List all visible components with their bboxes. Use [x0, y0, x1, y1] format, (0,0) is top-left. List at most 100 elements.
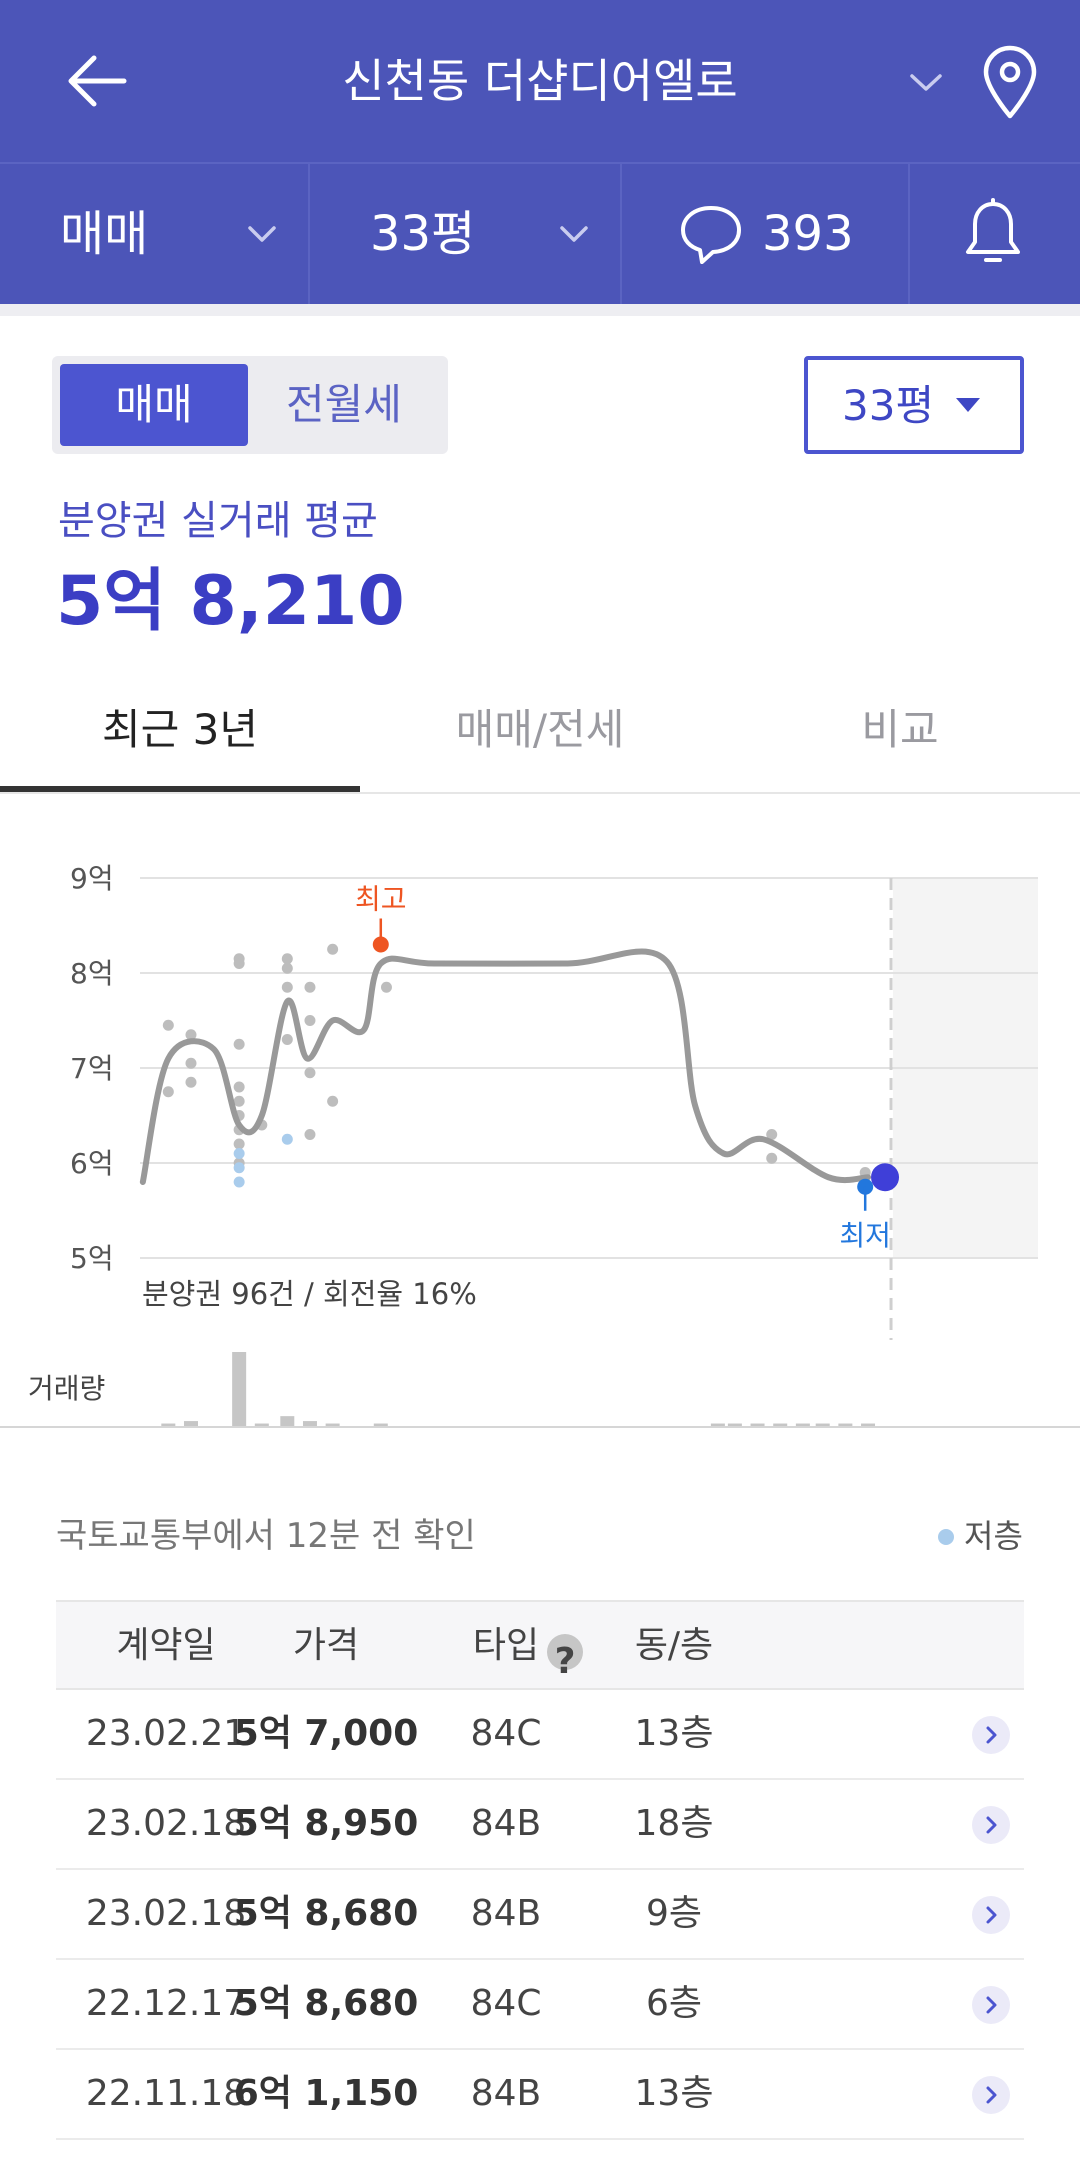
- volume-bar: [710, 1423, 725, 1426]
- header-type: 타입?: [396, 1618, 616, 1682]
- scatter-point: [766, 1152, 778, 1164]
- y-tick-label: 7억: [70, 1052, 114, 1085]
- chevron-right-icon: [986, 1996, 997, 2014]
- transaction-table: 계약일 가격 타입? 동/층 23.02.21 5억 7,000 84C 13층 23.…: [56, 1600, 1024, 2140]
- scatter-point: [185, 1057, 197, 1069]
- row-price: 5억 8,680: [233, 1893, 419, 1934]
- volume-bar: [727, 1423, 742, 1426]
- caret-down-icon: [956, 398, 980, 412]
- row-detail-button[interactable]: [972, 1896, 1010, 1934]
- table-header: 계약일 가격 타입? 동/층: [56, 1600, 1024, 1690]
- location-pin-icon[interactable]: [980, 44, 1040, 120]
- table-row[interactable]: 22.12.17 5억 8,680 84C 6층: [56, 1960, 1024, 2050]
- scatter-point: [233, 958, 245, 969]
- header-date: 계약일: [116, 1625, 216, 1666]
- chevron-right-icon: [986, 1816, 997, 1834]
- volume-bar: [795, 1423, 810, 1426]
- header-price: 가격: [292, 1625, 360, 1666]
- page-title[interactable]: 신천동 더샵디어엘로: [342, 54, 738, 108]
- tab-compare[interactable]: 비교: [861, 705, 939, 754]
- scatter-point: [766, 1129, 778, 1140]
- y-tick-label: 5억: [70, 1242, 114, 1275]
- alert-button[interactable]: [910, 164, 1080, 304]
- low-floor-legend: 저층: [938, 1510, 1023, 1562]
- scatter-point: [304, 981, 316, 993]
- low-floor-point: [233, 1148, 245, 1159]
- scatter-point: [281, 953, 293, 965]
- header-type-label: 타입: [472, 1625, 540, 1666]
- chart-info: 분양권 96건 / 회전율 16%: [142, 1277, 477, 1311]
- active-tab-indicator: [0, 786, 360, 792]
- filter-bar: 매매 33평 393: [0, 162, 1080, 304]
- row-detail-button[interactable]: [972, 1806, 1010, 1844]
- tab-sale-jeonse[interactable]: 매매/전세: [455, 705, 625, 754]
- y-tick-label: 8억: [70, 957, 114, 990]
- volume-bar: [750, 1423, 765, 1426]
- legend-dot: [938, 1529, 954, 1545]
- scatter-point: [327, 943, 339, 955]
- average-price: 5억 8,210: [56, 562, 405, 641]
- pyeong-select-label: 33평: [842, 381, 935, 430]
- table-row[interactable]: 23.02.21 5억 7,000 84C 13층: [56, 1690, 1024, 1780]
- scatter-point: [185, 1029, 197, 1041]
- volume-bar: [183, 1421, 198, 1426]
- row-floor: 13층: [634, 1713, 714, 1754]
- row-floor: 9층: [645, 1893, 703, 1934]
- scatter-point: [233, 1081, 245, 1093]
- table-row[interactable]: 23.02.18 5억 8,680 84B 9층: [56, 1870, 1024, 1960]
- low-floor-point: [233, 1176, 245, 1188]
- row-type: 84B: [470, 1893, 542, 1934]
- row-type: 84C: [470, 1983, 542, 2024]
- price-trend-line: [139, 948, 872, 1185]
- scatter-point: [304, 1015, 316, 1026]
- volume-bar: [815, 1423, 830, 1426]
- volume-bar: [232, 1352, 247, 1426]
- trade-type-label: 매매: [60, 206, 149, 262]
- scatter-point: [380, 981, 392, 993]
- section-divider: [0, 304, 1080, 316]
- table-row[interactable]: 22.11.18 6억 1,150 84B 13층: [56, 2050, 1024, 2140]
- volume-bar: [861, 1423, 876, 1426]
- row-floor: 13층: [634, 2073, 714, 2114]
- scatter-point: [185, 1076, 197, 1088]
- comment-count: 393: [762, 206, 854, 262]
- tab-recent-3y[interactable]: 최근 3년: [102, 705, 258, 754]
- toggle-sale[interactable]: 매매: [60, 364, 248, 446]
- source-note: 국토교통부에서 12분 전 확인: [56, 1516, 476, 1556]
- chevron-right-icon: [986, 2086, 997, 2104]
- high-label: 최고: [355, 883, 407, 916]
- table-row[interactable]: 23.02.18 5억 8,950 84B 18층: [56, 1780, 1024, 1870]
- back-arrow-icon[interactable]: [62, 46, 132, 116]
- row-floor: 18층: [634, 1803, 714, 1844]
- scatter-point: [233, 1038, 245, 1050]
- scatter-point: [327, 1095, 339, 1107]
- scatter-point: [304, 1129, 316, 1140]
- row-date: 23.02.21: [85, 1713, 247, 1754]
- y-tick-label: 6억: [70, 1147, 114, 1180]
- comments-button[interactable]: 393: [622, 164, 910, 304]
- row-detail-button[interactable]: [972, 2076, 1010, 2114]
- scatter-point: [162, 1086, 174, 1098]
- row-date: 22.11.18: [85, 2073, 247, 2114]
- top-app-bar: 신천동 더샵디어엘로: [0, 0, 1080, 162]
- trade-type-dropdown[interactable]: 매매: [0, 164, 310, 304]
- pyeong-select[interactable]: 33평: [804, 356, 1024, 454]
- chart-tabs: 최근 3년 매매/전세 비교: [0, 680, 1080, 794]
- row-detail-button[interactable]: [972, 1986, 1010, 2024]
- row-date: 22.12.17: [85, 1983, 247, 2024]
- row-detail-button[interactable]: [972, 1716, 1010, 1754]
- chevron-down-icon[interactable]: [906, 62, 946, 102]
- row-price: 6억 1,150: [233, 2073, 419, 2114]
- legend-label: 저층: [964, 1517, 1023, 1555]
- pyeong-label: 33평: [370, 206, 476, 262]
- bell-icon: [966, 198, 1020, 262]
- chevron-right-icon: [986, 1906, 997, 1924]
- toggle-rent[interactable]: 전월세: [286, 380, 402, 429]
- pyeong-dropdown[interactable]: 33평: [310, 164, 622, 304]
- scatter-point: [233, 1095, 245, 1107]
- low-floor-point: [233, 1162, 245, 1174]
- row-price: 5억 8,950: [233, 1803, 419, 1844]
- row-floor: 6층: [645, 1983, 703, 2024]
- chevron-down-icon: [560, 226, 588, 242]
